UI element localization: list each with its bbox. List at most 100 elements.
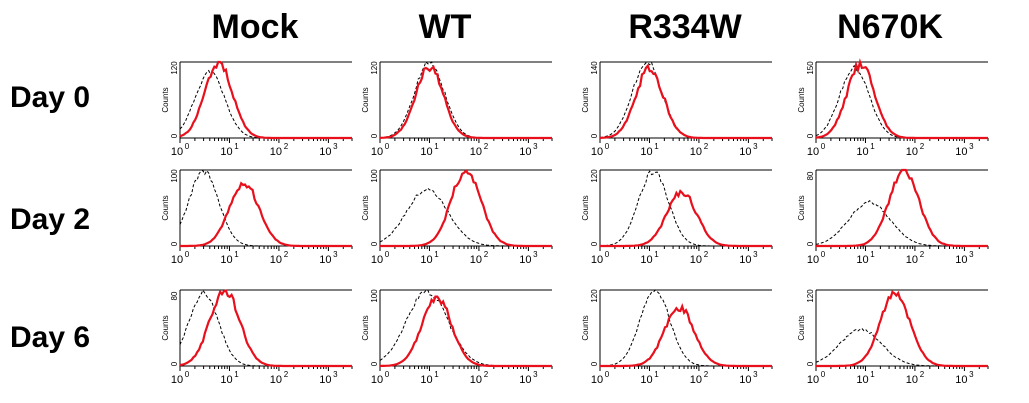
x-tick-label: 10 bbox=[470, 146, 482, 158]
x-tick-label: 10 bbox=[420, 374, 432, 386]
y-axis-label: Counts bbox=[361, 195, 370, 220]
series-control-day-2-n670k bbox=[815, 200, 988, 247]
x-tick-exponent: 0 bbox=[605, 142, 610, 151]
x-tick-exponent: 2 bbox=[704, 370, 709, 379]
x-tick-exponent: 2 bbox=[284, 250, 289, 259]
x-tick-label: 10 bbox=[270, 146, 282, 158]
x-tick-exponent: 3 bbox=[333, 250, 338, 259]
x-tick-exponent: 1 bbox=[870, 250, 875, 259]
x-tick-label: 10 bbox=[319, 254, 331, 266]
x-tick-label: 10 bbox=[270, 254, 282, 266]
x-tick-label: 10 bbox=[171, 374, 183, 386]
x-tick-label: 10 bbox=[371, 254, 383, 266]
column-header-r334w: R334W bbox=[628, 8, 742, 46]
series-sample-day-2-wt bbox=[380, 168, 552, 248]
x-tick-label: 10 bbox=[270, 374, 282, 386]
x-tick-exponent: 2 bbox=[920, 142, 925, 151]
y-tick-label: 80 bbox=[806, 171, 815, 180]
row-label-day-2: Day 2 bbox=[10, 203, 91, 236]
x-tick-label: 10 bbox=[319, 374, 331, 386]
x-tick-exponent: 1 bbox=[870, 370, 875, 379]
x-tick-label: 10 bbox=[690, 254, 702, 266]
series-control-day-6-r334w bbox=[600, 289, 772, 367]
series-sample-day-6-r334w bbox=[600, 302, 772, 368]
y-axis-label: Counts bbox=[581, 195, 590, 220]
x-tick-label: 10 bbox=[591, 254, 603, 266]
x-tick-exponent: 2 bbox=[284, 142, 289, 151]
y-tick-label: 0 bbox=[170, 361, 179, 366]
x-tick-label: 10 bbox=[856, 254, 868, 266]
x-tick-label: 10 bbox=[739, 374, 751, 386]
x-tick-exponent: 1 bbox=[234, 250, 239, 259]
x-tick-label: 10 bbox=[171, 254, 183, 266]
series-sample-day-2-r334w bbox=[600, 189, 772, 248]
x-tick-exponent: 0 bbox=[185, 142, 190, 151]
x-tick-exponent: 2 bbox=[920, 370, 925, 379]
y-tick-label: 150 bbox=[806, 61, 815, 75]
y-tick-label: 140 bbox=[590, 61, 599, 75]
histogram-panel-day-6-r334w: Counts 0 120 10 0 10 1 10 2 10 3 bbox=[581, 289, 773, 396]
x-tick-label: 10 bbox=[955, 146, 967, 158]
x-tick-label: 10 bbox=[220, 254, 232, 266]
x-tick-label: 10 bbox=[470, 374, 482, 386]
x-tick-exponent: 1 bbox=[434, 250, 439, 259]
x-tick-exponent: 3 bbox=[753, 250, 758, 259]
x-tick-label: 10 bbox=[690, 146, 702, 158]
y-tick-label: 0 bbox=[806, 241, 815, 246]
x-tick-exponent: 3 bbox=[333, 370, 338, 379]
x-tick-label: 10 bbox=[591, 374, 603, 386]
y-tick-label: 100 bbox=[170, 169, 179, 183]
x-tick-label: 10 bbox=[955, 254, 967, 266]
x-tick-label: 10 bbox=[906, 146, 918, 158]
histogram-panel-day-6-mock: Counts 0 80 10 0 10 1 10 2 10 3 bbox=[161, 289, 353, 396]
histogram-panel-day-2-n670k: Counts 0 80 10 0 10 1 10 2 10 3 bbox=[797, 168, 989, 276]
x-tick-label: 10 bbox=[171, 146, 183, 158]
x-tick-exponent: 1 bbox=[234, 370, 239, 379]
series-control-day-0-r334w bbox=[599, 61, 772, 139]
x-tick-label: 10 bbox=[807, 374, 819, 386]
x-tick-label: 10 bbox=[519, 254, 531, 266]
x-tick-exponent: 2 bbox=[704, 250, 709, 259]
x-tick-label: 10 bbox=[856, 374, 868, 386]
x-tick-exponent: 0 bbox=[185, 370, 190, 379]
y-axis-label: Counts bbox=[581, 87, 590, 112]
y-tick-label: 0 bbox=[806, 133, 815, 138]
column-header-mock: Mock bbox=[211, 8, 299, 46]
row-label-day-6: Day 6 bbox=[10, 321, 91, 354]
x-tick-exponent: 0 bbox=[385, 250, 390, 259]
series-control-day-0-wt bbox=[379, 61, 552, 139]
x-tick-label: 10 bbox=[371, 374, 383, 386]
y-axis-label: Counts bbox=[797, 315, 806, 340]
y-tick-label: 0 bbox=[590, 241, 599, 246]
x-tick-label: 10 bbox=[739, 254, 751, 266]
y-axis-label: Counts bbox=[361, 315, 370, 340]
x-tick-exponent: 2 bbox=[484, 250, 489, 259]
series-sample-day-2-n670k bbox=[816, 168, 988, 248]
histogram-panel-day-6-n670k: Counts 0 120 10 0 10 1 10 2 10 3 bbox=[797, 289, 989, 396]
x-tick-label: 10 bbox=[519, 146, 531, 158]
series-sample-day-6-wt bbox=[379, 295, 552, 368]
x-tick-label: 10 bbox=[420, 146, 432, 158]
series-control-day-2-r334w bbox=[599, 170, 772, 247]
y-tick-label: 0 bbox=[590, 133, 599, 138]
histogram-panel-day-6-wt: Counts 0 100 10 0 10 1 10 2 10 3 bbox=[361, 289, 553, 396]
x-tick-exponent: 3 bbox=[753, 370, 758, 379]
column-header-wt: WT bbox=[418, 8, 472, 46]
y-axis-label: Counts bbox=[797, 195, 806, 220]
y-tick-label: 0 bbox=[170, 241, 179, 246]
x-tick-exponent: 3 bbox=[333, 142, 338, 151]
x-tick-exponent: 3 bbox=[969, 142, 974, 151]
x-tick-exponent: 1 bbox=[654, 370, 659, 379]
histogram-panel-day-2-wt: Counts 0 100 10 0 10 1 10 2 10 3 bbox=[361, 168, 553, 276]
series-control-day-0-n670k bbox=[815, 64, 988, 139]
x-tick-label: 10 bbox=[640, 374, 652, 386]
x-tick-exponent: 1 bbox=[434, 370, 439, 379]
histogram-panel-day-0-wt: Counts 0 120 10 0 10 1 10 2 10 3 bbox=[361, 61, 553, 168]
